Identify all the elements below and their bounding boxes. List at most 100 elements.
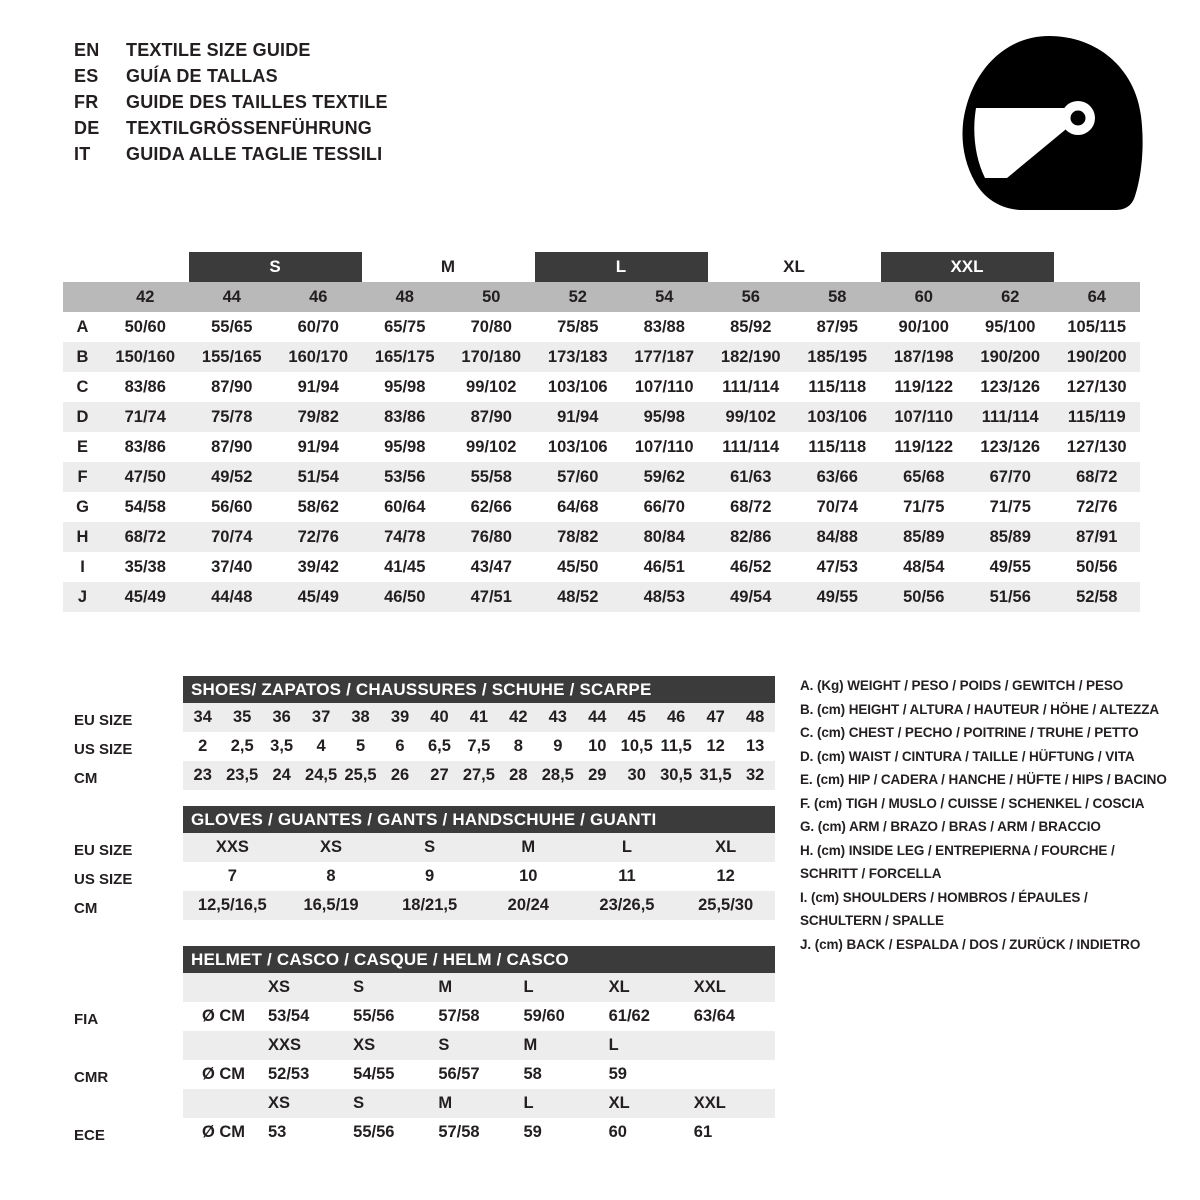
- column-header-48: 48: [361, 282, 448, 312]
- size-cell: 7,5: [467, 737, 491, 755]
- size-cell: 3,5: [270, 737, 294, 755]
- size-cell: 24,5: [301, 761, 341, 790]
- title-text: TEXTILE SIZE GUIDE: [126, 40, 311, 60]
- size-cell: 23/26,5: [577, 891, 677, 920]
- measurement-cell: 49/55: [794, 582, 881, 612]
- row-label: EU SIZE: [74, 842, 133, 859]
- helmet-standard-label: CMR: [74, 1069, 109, 1086]
- column-header-52: 52: [534, 282, 621, 312]
- measurement-cell: 75/78: [188, 402, 275, 432]
- title-text: GUIDA ALLE TAGLIE TESSILI: [126, 144, 383, 164]
- table-row: 23 23,5 24 24,5 25,5 26 27 27,5 28 28,5 29 30 30,5 31…: [183, 761, 775, 790]
- measurement-cell: 70/74: [188, 522, 275, 552]
- legend-line: D. (cm) WAIST / CINTURA / TAILLE / HÜFTU…: [800, 748, 1135, 764]
- helmet-size-cell: 55/56: [353, 1123, 395, 1141]
- helmet-size-cell: 63/64: [693, 1007, 736, 1025]
- title-row-de: DE TEXTILGRÖSSENFÜHRUNG: [74, 118, 388, 144]
- size-cell: 11,5: [660, 737, 692, 755]
- size-cell: 31,5: [695, 761, 736, 790]
- row-label: US SIZE: [74, 741, 133, 758]
- shoes-table: SHOES/ ZAPATOS / CHAUSSURES / SCHUHE / S…: [183, 676, 775, 790]
- table-row: 7 8 9 10 11 12: [183, 862, 775, 891]
- size-cell: 4: [316, 737, 326, 755]
- helmet-size-label: M: [434, 973, 520, 1002]
- row-label-spacer: [74, 1034, 108, 1063]
- measurement-cell: 47/50: [102, 462, 189, 492]
- helmet-size-label: XXL: [689, 973, 775, 1002]
- helmet-size-label: XS: [264, 1089, 350, 1118]
- measurement-cell: 37/40: [211, 558, 253, 576]
- table-row: 2 2,5 3,5 4 5 6 6,5 7,5 8 9 10 10,5 11,5 12 13: [183, 732, 775, 761]
- size-cell: 9: [425, 867, 435, 885]
- table-row: G 54/58 56/60 58/62 60/64 62/66 64/68 66/70 68/7…: [63, 492, 1140, 522]
- helmet-size-label: S: [349, 1089, 435, 1118]
- measurement-cell: 67/70: [967, 462, 1054, 492]
- size-cell: 27: [419, 761, 460, 790]
- measurement-cell: 55/58: [448, 462, 535, 492]
- helmet-size-label: XL: [604, 1089, 690, 1118]
- measurement-cell: 103/106: [547, 378, 608, 396]
- size-cell: 12,5/16,5: [183, 891, 282, 920]
- title-lang-code: ES: [74, 66, 99, 86]
- measurement-cell: 70/74: [816, 498, 858, 516]
- helmet-size-label: XXS: [264, 1031, 350, 1060]
- measurement-cell: 85/92: [730, 318, 772, 336]
- measurement-cell: 87/90: [448, 402, 535, 432]
- measurement-cell: 66/70: [643, 498, 685, 516]
- helmet-size-cell: 57/58: [438, 1123, 480, 1141]
- size-cell: 18/21,5: [380, 891, 479, 920]
- size-cell: 2: [198, 737, 208, 755]
- size-cell: 23,5: [222, 761, 262, 790]
- measurement-cell: 46/52: [730, 558, 772, 576]
- measurement-cell: 91/94: [297, 438, 339, 456]
- table-row: 12,5/16,5 16,5/19 18/21,5 20/24 23/26,5 25,5/…: [183, 891, 775, 920]
- helmet-size-label: XS: [349, 1031, 435, 1060]
- helmet-size-cell: 59: [608, 1065, 627, 1083]
- helmet-size-label: L: [604, 1031, 690, 1060]
- row-label-header: [63, 282, 102, 312]
- helmet-size-cell: 60: [608, 1123, 627, 1141]
- measurement-code-F: F: [63, 462, 102, 492]
- helmet-size-cell: [690, 1060, 775, 1089]
- measurement-cell: 49/54: [707, 582, 794, 612]
- title-lang-code: DE: [74, 118, 100, 138]
- shoes-row-labels: EU SIZE US SIZE CM: [74, 706, 132, 793]
- table-row: C 83/86 87/90 91/94 95/98 99/102 103/106 107/11…: [63, 372, 1140, 402]
- size-cell: 28,5: [538, 761, 578, 790]
- measurement-cell: 64/68: [557, 498, 599, 516]
- size-cell: 47: [695, 703, 736, 732]
- size-band-xxl: XXL: [880, 252, 1054, 282]
- measurement-cell: 51/54: [275, 462, 362, 492]
- measurement-cell: 99/102: [707, 402, 794, 432]
- size-cell: 43: [538, 703, 578, 732]
- size-cell: 26: [380, 761, 420, 790]
- measurement-cell: 87/90: [211, 438, 253, 456]
- measurement-cell: 58/62: [297, 498, 339, 516]
- measurement-cell: 65/68: [880, 462, 967, 492]
- helmet-size-row: XS S M L XL XXL: [183, 973, 775, 1002]
- size-cell: 12: [716, 867, 735, 885]
- size-cell: 29: [577, 761, 617, 790]
- title-row-es: ES GUÍA DE TALLAS: [74, 66, 388, 92]
- measurement-cell: 79/82: [275, 402, 362, 432]
- column-header-50: 50: [448, 282, 535, 312]
- measurement-cell: 115/118: [808, 438, 867, 456]
- measurement-cell: 83/86: [124, 438, 166, 456]
- size-band-xl: XL: [783, 257, 805, 276]
- table-row: A 50/60 55/65 60/70 65/75 70/80 75/85 83/88 85/9…: [63, 312, 1140, 342]
- legend-line: H. (cm) INSIDE LEG / ENTREPIERNA / FOURC…: [800, 842, 1115, 858]
- helmet-size-cell: 56/57: [438, 1065, 480, 1083]
- measurement-cell: 107/110: [634, 438, 694, 456]
- measurement-cell: 84/88: [794, 522, 881, 552]
- size-band-l: L: [534, 252, 708, 282]
- measurement-cell: 85/89: [967, 522, 1054, 552]
- measurement-cell: 56/60: [211, 498, 253, 516]
- size-cell: S: [380, 833, 479, 862]
- measurement-cell: 155/165: [188, 342, 275, 372]
- table-row: B 150/160 155/165 160/170 165/175 170/180 173/…: [63, 342, 1140, 372]
- helmet-size-cell: 61/62: [608, 1007, 650, 1025]
- size-cell: 11: [618, 867, 636, 885]
- measurement-cell: 95/98: [384, 378, 426, 396]
- size-cell: 30,5: [656, 761, 696, 790]
- size-cell: 36: [261, 703, 302, 732]
